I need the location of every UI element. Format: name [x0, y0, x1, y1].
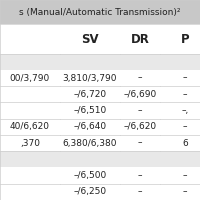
Bar [0, 70, 60, 86]
Text: –/6,510: –/6,510 [73, 106, 107, 115]
Bar [60, 54, 120, 70]
Text: 00/3,790: 00/3,790 [10, 74, 50, 83]
Bar [120, 54, 160, 70]
Bar [120, 135, 160, 151]
Bar [0, 119, 60, 135]
Bar [160, 151, 200, 167]
Bar [160, 119, 200, 135]
Bar [0, 184, 60, 200]
Bar [120, 70, 160, 86]
Bar [120, 86, 160, 102]
Text: –/6,500: –/6,500 [73, 171, 107, 180]
Bar [60, 119, 120, 135]
Text: 6,380/6,380: 6,380/6,380 [63, 139, 117, 148]
Bar [0, 151, 60, 167]
Bar [120, 102, 160, 119]
Bar [160, 135, 200, 151]
Bar [0, 86, 60, 102]
Text: s (Manual/Automatic Transmission)²: s (Manual/Automatic Transmission)² [19, 8, 181, 17]
Text: –/6,620: –/6,620 [123, 122, 157, 131]
Text: –,: –, [181, 106, 189, 115]
Bar [120, 151, 160, 167]
Text: 40/6,620: 40/6,620 [10, 122, 50, 131]
Bar [0, 102, 60, 119]
Bar [60, 135, 120, 151]
Text: –/6,640: –/6,640 [73, 122, 107, 131]
Bar [0, 24, 60, 54]
Text: –: – [138, 74, 142, 83]
Text: –: – [138, 106, 142, 115]
Text: ,370: ,370 [20, 139, 40, 148]
Bar [160, 86, 200, 102]
Bar [60, 102, 120, 119]
Bar [160, 70, 200, 86]
Text: –: – [183, 187, 187, 196]
Text: –: – [138, 187, 142, 196]
Bar [160, 54, 200, 70]
Bar [120, 184, 160, 200]
Bar [60, 151, 120, 167]
Text: –: – [183, 90, 187, 99]
Bar [0, 54, 60, 70]
Text: –: – [183, 74, 187, 83]
Bar [60, 24, 120, 54]
Text: –: – [138, 171, 142, 180]
Bar [60, 86, 120, 102]
Bar [160, 24, 200, 54]
Bar [60, 167, 120, 184]
Text: SV: SV [81, 33, 99, 46]
Text: –/6,720: –/6,720 [73, 90, 107, 99]
Text: –/6,690: –/6,690 [123, 90, 157, 99]
Bar [60, 70, 120, 86]
Bar [120, 167, 160, 184]
Text: P: P [181, 33, 189, 46]
Text: 6: 6 [182, 139, 188, 148]
Text: DR: DR [131, 33, 149, 46]
Text: –/6,250: –/6,250 [73, 187, 107, 196]
Bar [120, 24, 160, 54]
Bar [160, 102, 200, 119]
Bar [0, 167, 60, 184]
Text: –: – [183, 171, 187, 180]
Bar [120, 119, 160, 135]
Text: –: – [183, 122, 187, 131]
Text: 3,810/3,790: 3,810/3,790 [63, 74, 117, 83]
Text: –: – [138, 139, 142, 148]
Bar [160, 167, 200, 184]
Bar [160, 184, 200, 200]
Bar [60, 184, 120, 200]
Bar [0, 0, 200, 24]
Bar [0, 135, 60, 151]
